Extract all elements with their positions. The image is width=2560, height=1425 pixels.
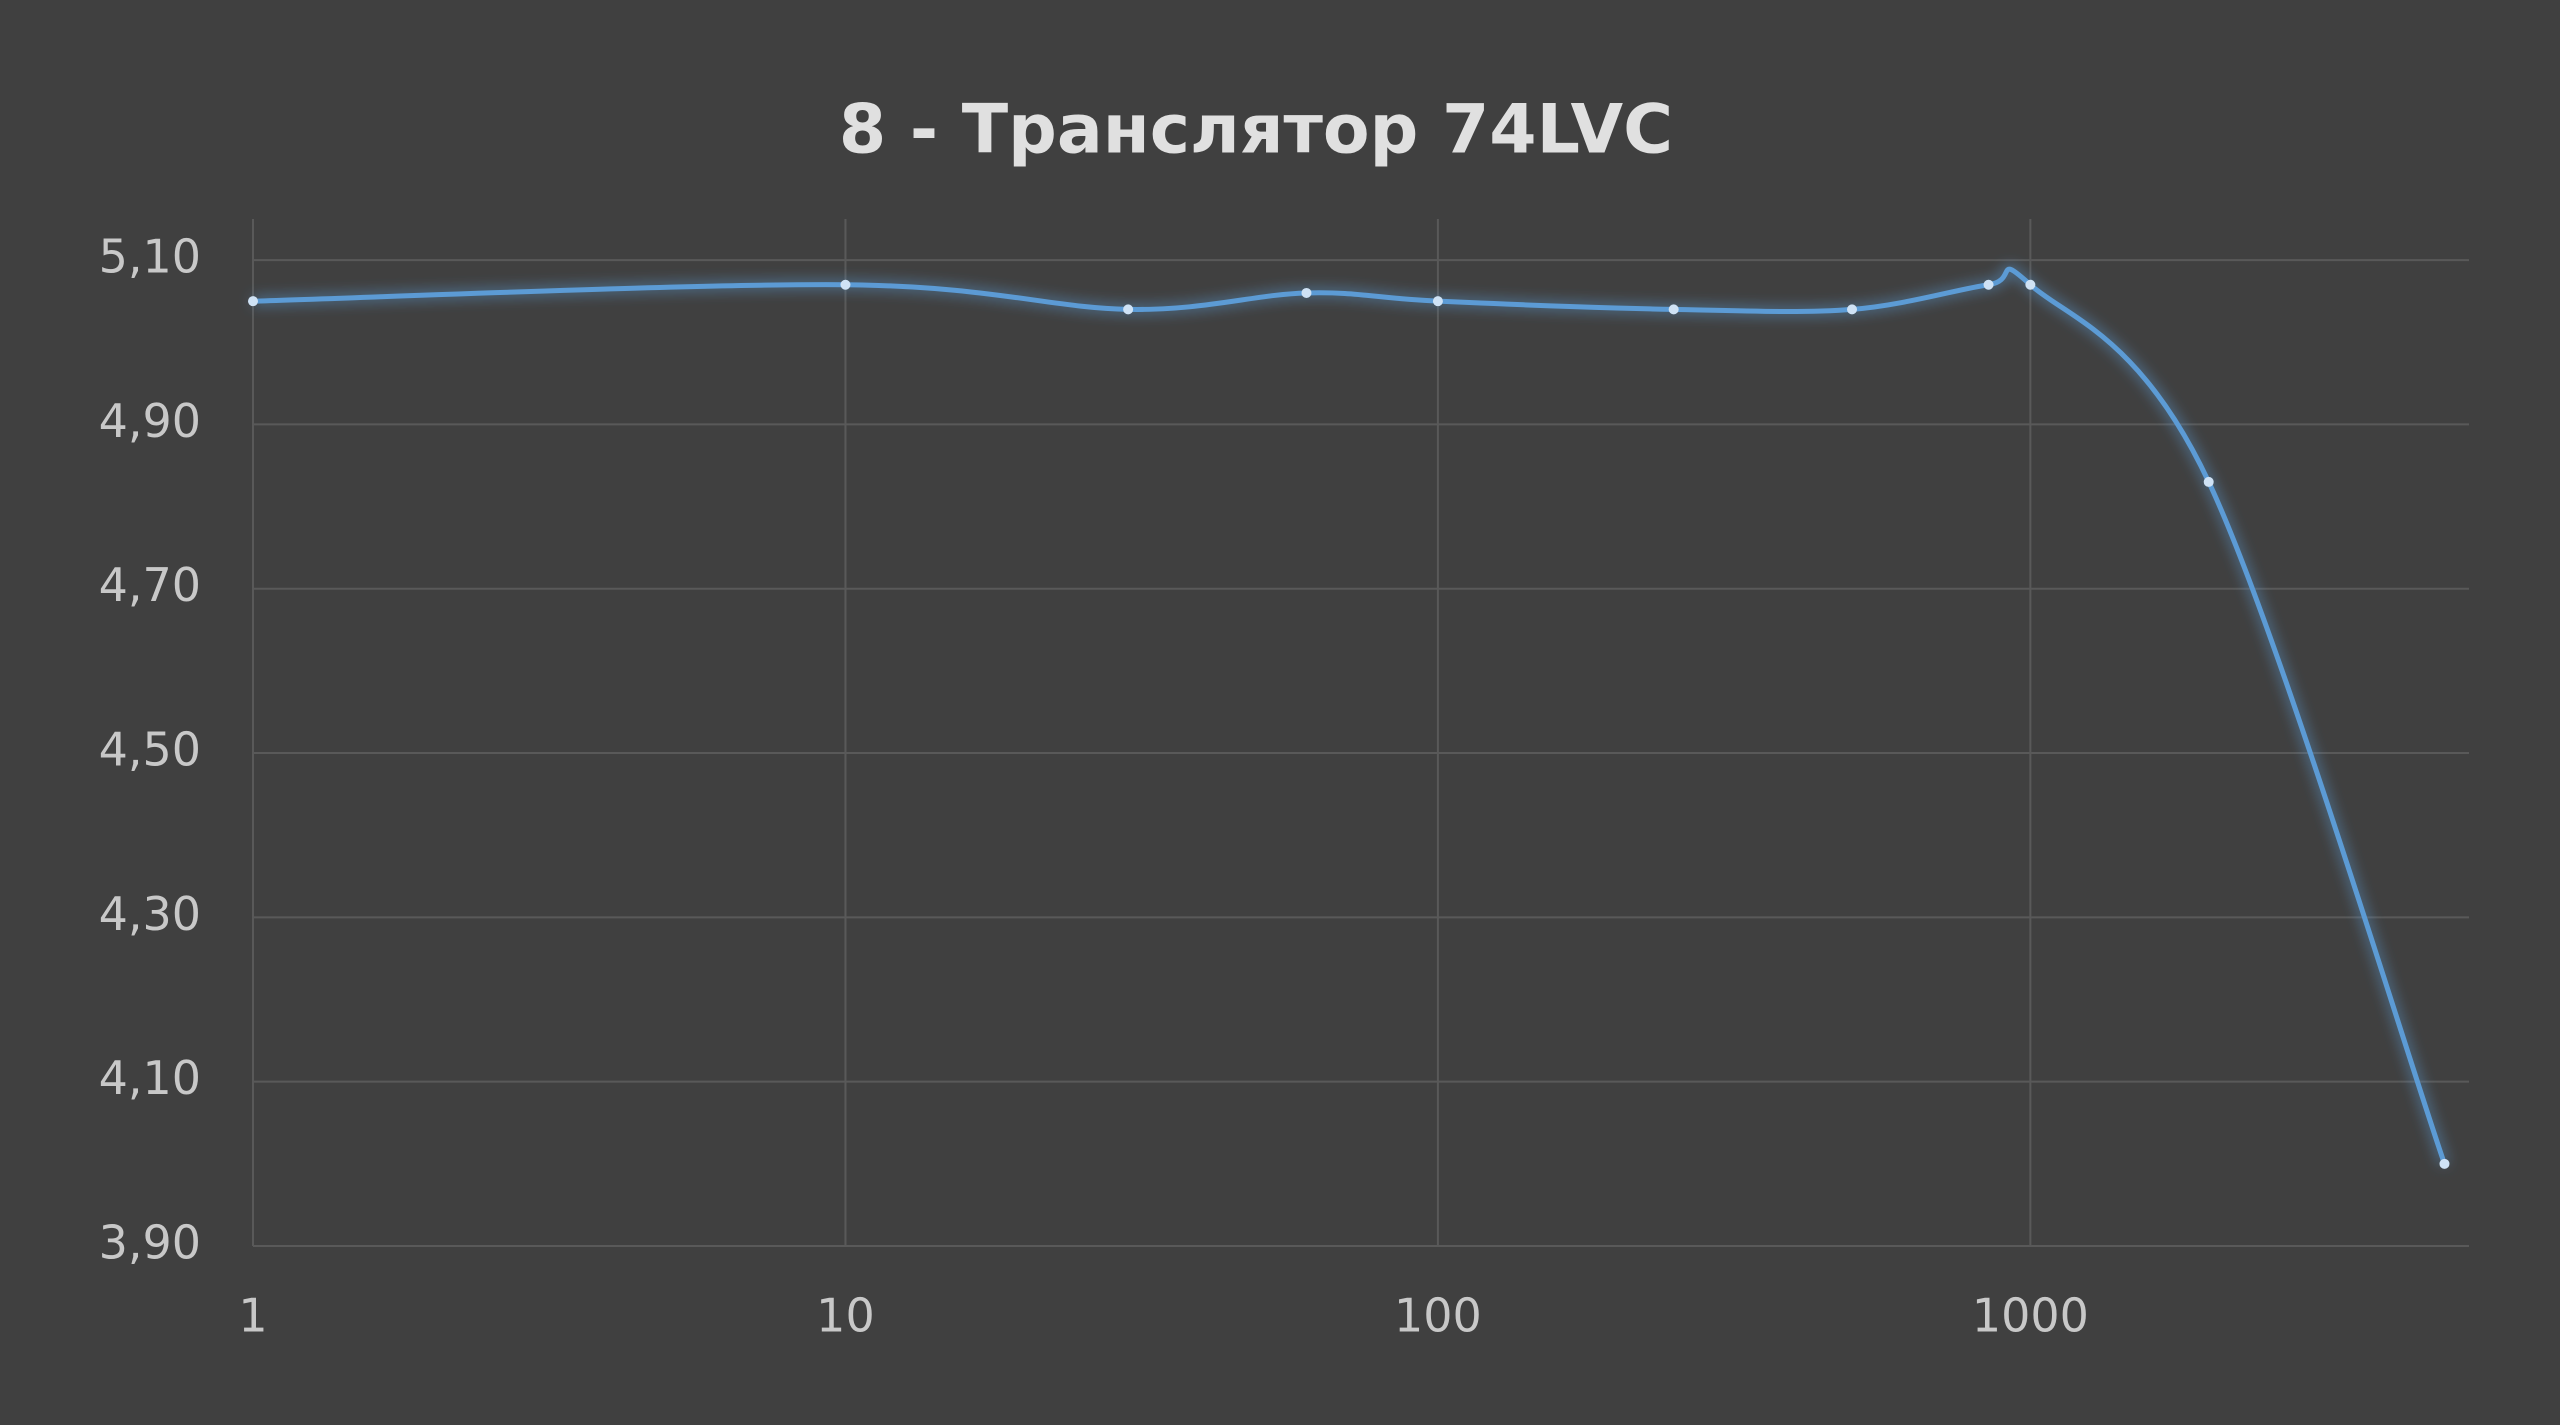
y-tick-label: 4,70	[99, 558, 201, 612]
y-tick-label: 4,10	[99, 1051, 201, 1105]
data-point	[1432, 296, 1443, 307]
y-tick-label: 3,90	[99, 1216, 201, 1270]
data-point	[1847, 304, 1858, 315]
x-tick-label: 100	[1394, 1289, 1482, 1343]
series-line	[252, 266, 2447, 1165]
y-tick-label: 4,50	[99, 723, 201, 777]
data-point	[840, 279, 851, 290]
data-point	[248, 296, 258, 307]
data-point	[1668, 304, 1679, 315]
data-point	[2203, 476, 2214, 487]
x-tick-label: 1000	[1972, 1289, 2089, 1343]
data-point	[2025, 279, 2036, 290]
y-tick-label: 4,90	[99, 394, 201, 448]
y-tick-label: 5,10	[99, 230, 201, 284]
data-point	[1301, 287, 1312, 298]
data-point	[1983, 279, 1994, 290]
chart-title: 8 - Транслятор 74LVC	[839, 91, 1673, 170]
data-point	[2439, 1158, 2450, 1169]
y-tick-label: 4,30	[99, 887, 201, 941]
data-point	[1123, 304, 1134, 315]
x-tick-label: 1	[238, 1289, 267, 1343]
x-tick-label: 10	[816, 1289, 875, 1343]
